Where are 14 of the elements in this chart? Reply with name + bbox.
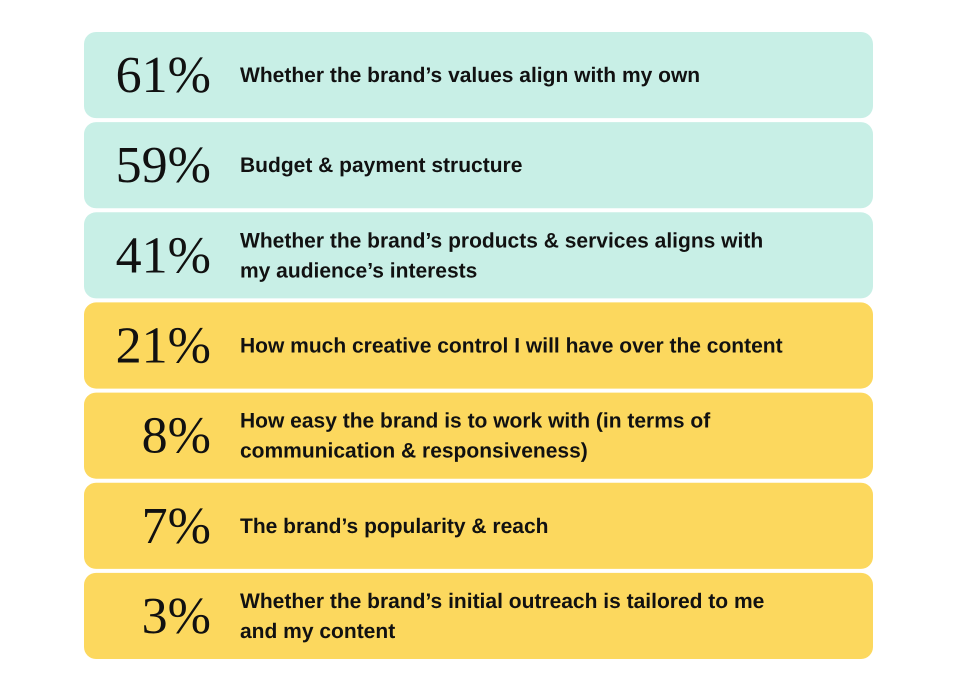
data-label: 61% bbox=[116, 47, 211, 104]
category-label: Whether the brand’s values align with my own bbox=[240, 64, 700, 88]
category-label: How much creative control I will have over the content bbox=[240, 334, 783, 358]
data-label: 41% bbox=[116, 227, 211, 284]
category-label: Whether the brand’s initial outreach is tailored to me and my content bbox=[240, 590, 764, 643]
data-label: 7% bbox=[142, 498, 211, 555]
category-label: How easy the brand is to work with (in terms of communication & responsiveness) bbox=[240, 410, 712, 463]
data-label: 59% bbox=[116, 137, 211, 194]
data-label: 21% bbox=[116, 318, 211, 374]
category-label: The brand’s popularity & reach bbox=[240, 514, 548, 538]
category-label: Whether the brand’s products & services aligns with my audience’s interests bbox=[240, 229, 764, 282]
data-label: 8% bbox=[142, 408, 211, 465]
data-label: 3% bbox=[142, 588, 211, 645]
category-label: Budget & payment structure bbox=[240, 154, 522, 178]
